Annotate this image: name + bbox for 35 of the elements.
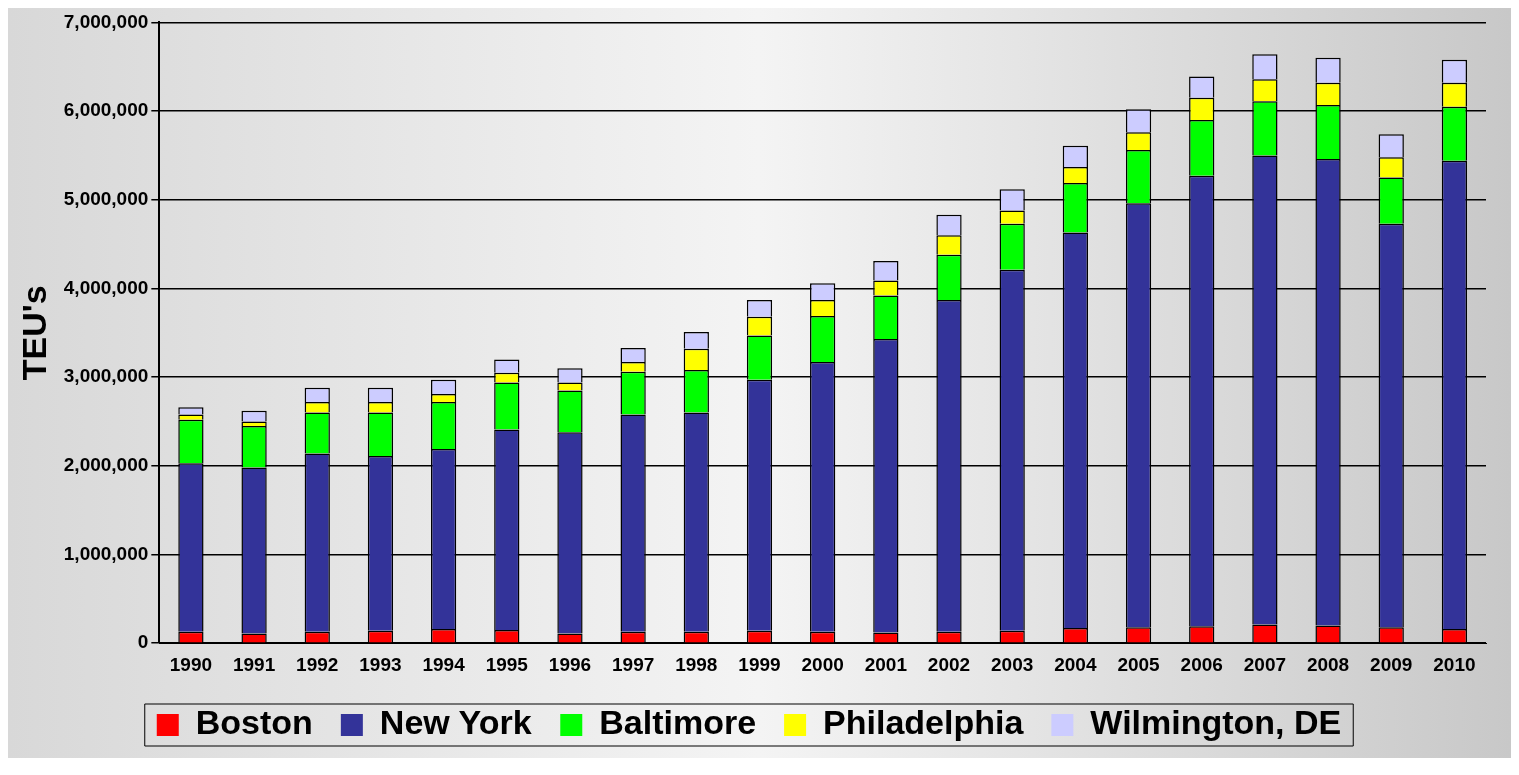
- x-tick-label: 1996: [548, 653, 592, 675]
- x-tick-label: 2004: [1054, 653, 1097, 675]
- x-tick-label: 2002: [927, 653, 971, 675]
- legend-label: New York: [379, 703, 532, 742]
- x-tick-label: 1992: [296, 653, 339, 675]
- y-tick-label: 6,000,000: [63, 99, 149, 121]
- legend-label: Philadelphia: [823, 703, 1025, 742]
- x-tick-label: 2007: [1243, 653, 1287, 675]
- y-tick-label: 3,000,000: [63, 365, 149, 387]
- x-tick-label: 2009: [1370, 653, 1413, 675]
- y-tick-label: 4,000,000: [63, 276, 149, 298]
- y-tick-label: 2,000,000: [63, 454, 149, 476]
- x-tick-label: 2010: [1433, 653, 1476, 675]
- legend-label: Baltimore: [599, 703, 757, 742]
- x-tick-label: 1991: [232, 653, 276, 675]
- x-tick-label: 2006: [1180, 653, 1223, 675]
- x-tick-label: 1999: [738, 653, 781, 675]
- y-tick-label: 7,000,000: [63, 10, 149, 32]
- x-tick-label: 1993: [359, 653, 402, 675]
- x-tick-label: 1995: [485, 653, 529, 675]
- x-tick-label: 1990: [169, 653, 213, 675]
- legend-label: Boston: [195, 703, 313, 742]
- x-tick-label: 2001: [864, 653, 908, 675]
- x-tick-label: 2008: [1306, 653, 1350, 675]
- x-tick-label: 1994: [422, 653, 466, 675]
- x-tick-label: 2005: [1117, 653, 1161, 675]
- x-tick-label: 1998: [675, 653, 718, 675]
- legend-label: Wilmington, DE: [1090, 703, 1342, 742]
- y-axis-title: TEU's: [14, 285, 53, 381]
- x-tick-label: 2000: [801, 653, 844, 675]
- x-tick-label: 2003: [991, 653, 1034, 675]
- y-tick-label: 0: [137, 631, 149, 653]
- y-tick-label: 1,000,000: [63, 542, 149, 564]
- x-tick-label: 1997: [612, 653, 655, 675]
- y-tick-label: 5,000,000: [63, 188, 149, 210]
